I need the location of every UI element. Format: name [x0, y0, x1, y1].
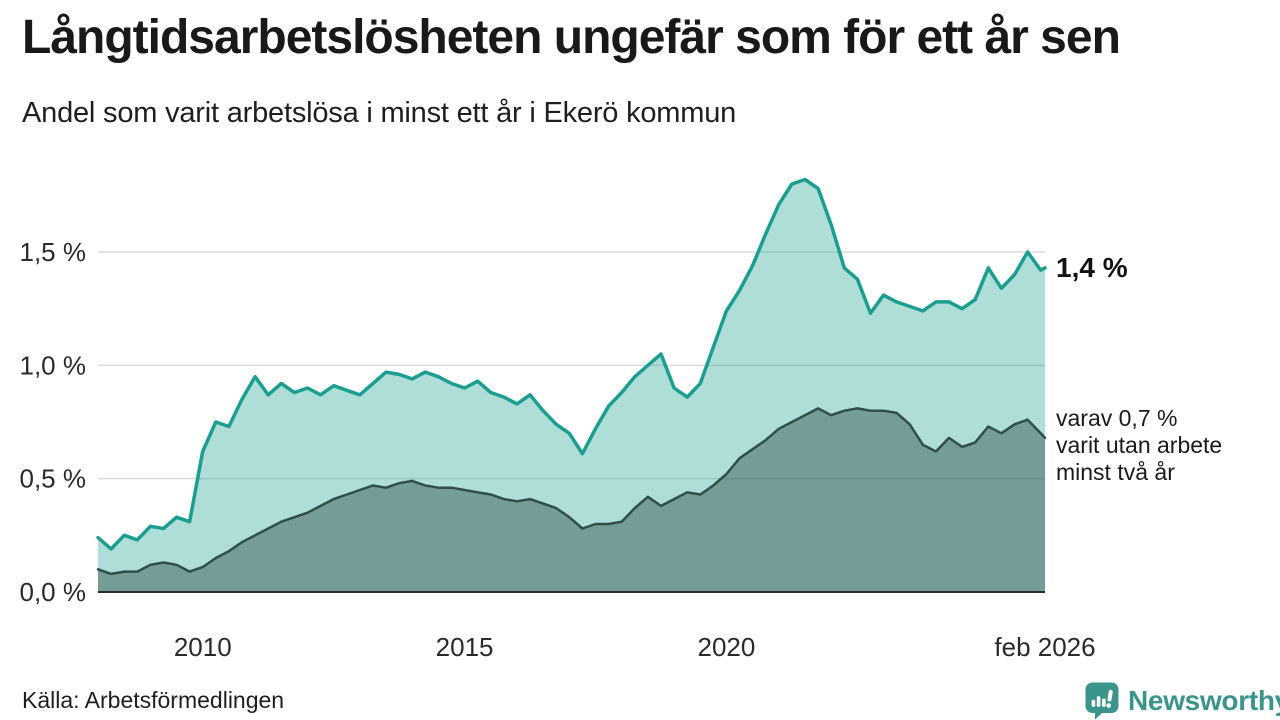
chart-title: Långtidsarbetslösheten ungefär som för e…	[22, 11, 1121, 64]
y-tick-label: 0,0 %	[20, 577, 87, 607]
series-line-1	[96, 177, 1047, 551]
series1-end-label: 1,4 %	[1056, 252, 1128, 283]
series-area-2	[98, 408, 1045, 592]
x-tick-label: feb 2026	[994, 632, 1095, 662]
x-tick-label: 2020	[698, 632, 756, 662]
x-tick-label: 2010	[174, 632, 232, 662]
chart-subtitle: Andel som varit arbetslösa i minst ett å…	[22, 97, 737, 129]
newsworthy-logo-icon	[1085, 682, 1119, 720]
newsworthy-logo: Newsworthy	[1084, 681, 1280, 720]
logo-bars	[1091, 689, 1113, 708]
series2-end-label: varav 0,7 % varit utan arbete minst två …	[1056, 405, 1223, 485]
source-note: Källa: Arbetsförmedlingen	[22, 687, 285, 713]
series-area-1	[98, 179, 1045, 592]
y-tick-label: 0,5 %	[20, 464, 87, 494]
newsworthy-logo-text: Newsworthy	[1128, 684, 1280, 716]
y-tick-label: 1,5 %	[20, 237, 87, 267]
x-tick-label: 2015	[436, 632, 494, 662]
series-line-2	[96, 407, 1047, 576]
y-tick-label: 1,0 %	[20, 350, 87, 380]
